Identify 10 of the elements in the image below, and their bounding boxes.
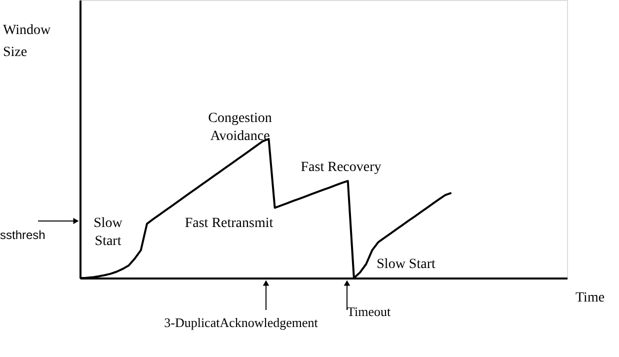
x-axis-title: Time <box>576 290 605 306</box>
annotation: Slow Start <box>94 216 124 249</box>
text: Timeout <box>347 304 391 319</box>
annotation: Fast Retransmit <box>184 216 274 231</box>
annotation: Fast Recovery <box>300 160 382 175</box>
text: Window Size <box>3 23 52 60</box>
annotation: Congestion Avoidance <box>208 111 272 144</box>
annotation: Slow Start <box>376 257 436 272</box>
text: 3-DuplicatAcknowledgement <box>164 315 318 330</box>
text: ssthresh <box>0 228 46 242</box>
